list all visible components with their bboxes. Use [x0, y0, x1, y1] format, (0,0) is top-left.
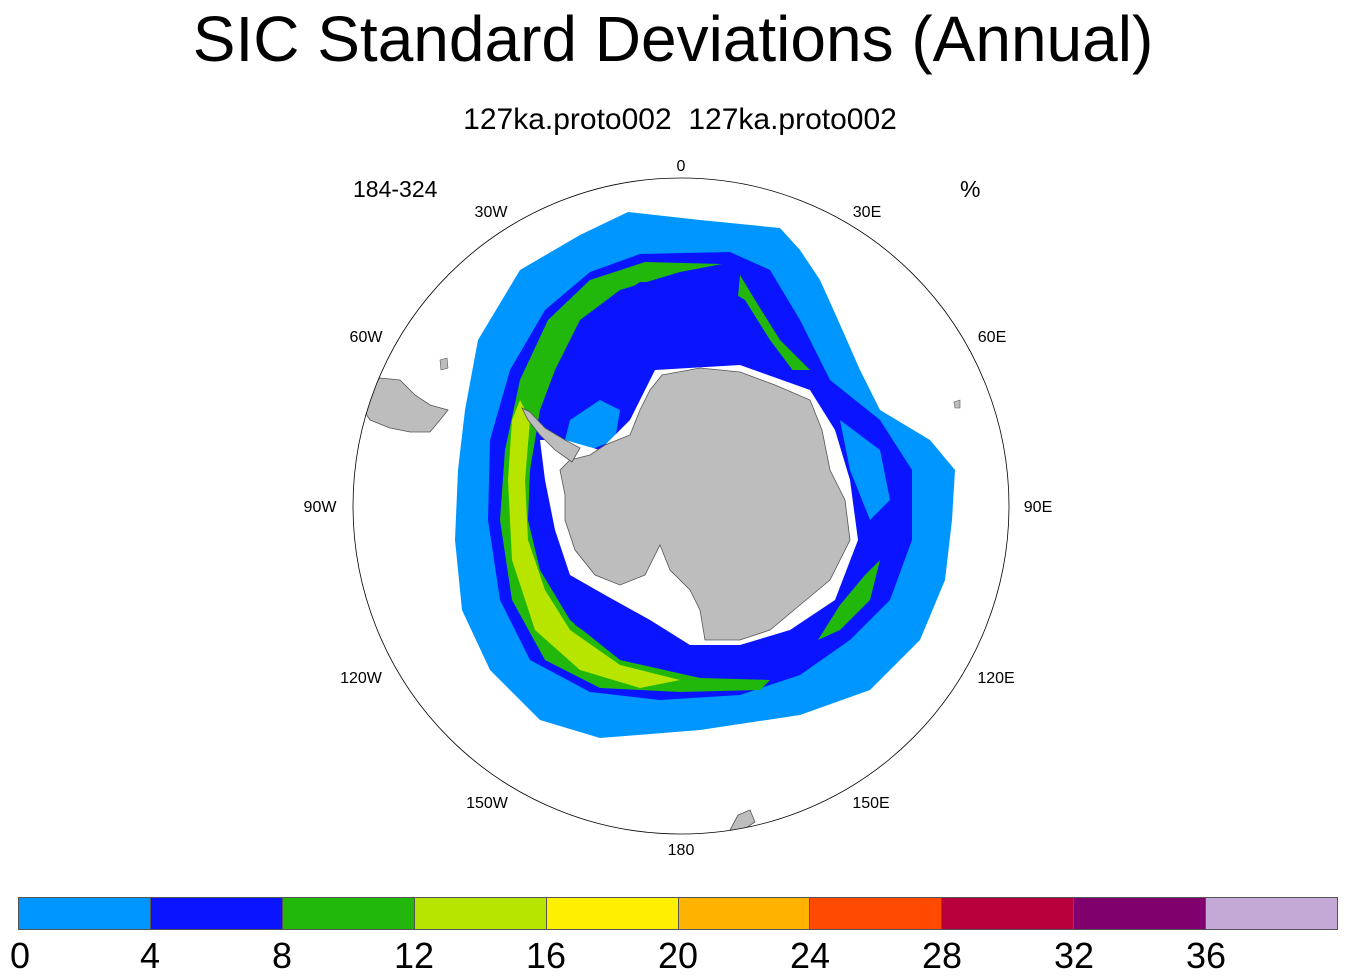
lon-label-150e: 150E — [852, 795, 889, 812]
south-america-land — [359, 377, 449, 433]
sic-band-0-4-weddell — [565, 400, 620, 450]
units-label: % — [960, 176, 981, 202]
colorbar-swatch — [282, 898, 415, 929]
colorbar-tick-label: 24 — [789, 935, 831, 976]
colorbar-swatch — [546, 898, 679, 929]
antarctic-peninsula — [521, 407, 581, 463]
colorbar-swatch — [810, 898, 943, 929]
lon-label-120e: 120E — [977, 670, 1014, 687]
colorbar-swatch — [19, 898, 151, 929]
colorbar-swatch — [942, 898, 1075, 929]
sic-band-12-16 — [508, 400, 680, 688]
colorbar — [18, 897, 1338, 930]
sic-band-8-12-southeast — [818, 560, 880, 640]
polar-map: 0 30E 60E 90E 120E 150E 180 150W 120W 90… — [304, 158, 1053, 859]
subtitle: 127ka.proto002 127ka.proto002 — [463, 103, 897, 136]
new-zealand-land — [729, 809, 756, 833]
colorbar-tick-label: 36 — [1185, 935, 1227, 976]
lon-label-120w: 120W — [340, 670, 383, 687]
colorbar-swatch — [1206, 898, 1338, 929]
page-title: SIC Standard Deviations (Annual) — [192, 3, 1154, 75]
lon-label-180: 180 — [668, 842, 695, 859]
lon-label-0: 0 — [677, 158, 686, 175]
colorbar-tick-label: 4 — [139, 935, 161, 976]
colorbar-tick-label: 0 — [9, 935, 31, 976]
lon-label-30w: 30W — [475, 204, 509, 221]
colorbar-tick-label: 28 — [921, 935, 963, 976]
lon-label-60e: 60E — [978, 329, 1006, 346]
lon-label-90e: 90E — [1024, 499, 1052, 516]
sic-band-0-4-east — [840, 420, 890, 520]
colorbar-tick-label: 16 — [525, 935, 567, 976]
colorbar-swatch — [678, 898, 811, 929]
colorbar-tick-label: 20 — [657, 935, 699, 976]
falkland-islands — [439, 357, 449, 371]
colorbar-swatch — [414, 898, 547, 929]
time-range-label: 184-324 — [353, 176, 438, 202]
kerguelen-island — [953, 399, 961, 409]
lon-label-150w: 150W — [466, 795, 509, 812]
colorbar-tick-label: 8 — [271, 935, 293, 976]
lon-label-30e: 30E — [853, 204, 881, 221]
lon-label-60w: 60W — [350, 329, 384, 346]
colorbar-swatch — [1074, 898, 1207, 929]
colorbar-tick-label: 32 — [1053, 935, 1095, 976]
colorbar-swatch — [150, 898, 283, 929]
lon-label-90w: 90W — [304, 499, 338, 516]
colorbar-tick-label: 12 — [393, 935, 435, 976]
antarctica-land — [559, 367, 851, 641]
map-boundary — [352, 177, 1010, 835]
